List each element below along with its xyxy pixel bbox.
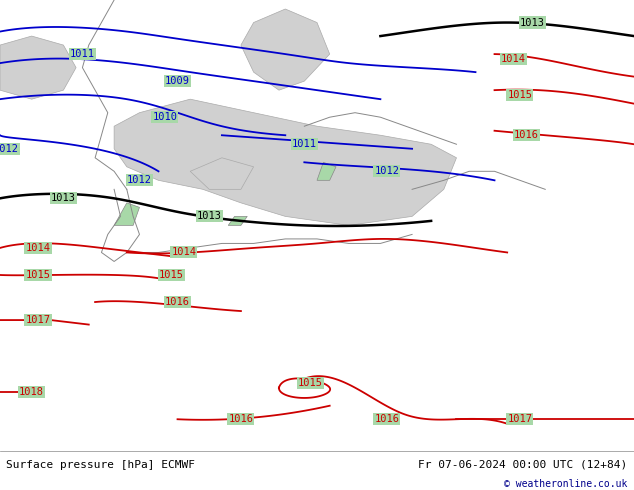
Text: 1018: 1018	[19, 387, 44, 397]
Text: 1016: 1016	[374, 414, 399, 424]
Text: Fr 07-06-2024 00:00 UTC (12+84): Fr 07-06-2024 00:00 UTC (12+84)	[418, 460, 628, 469]
Text: 1016: 1016	[514, 130, 539, 140]
Text: 1015: 1015	[507, 90, 533, 99]
Text: 1013: 1013	[520, 18, 545, 27]
Text: 1010: 1010	[152, 112, 178, 122]
Text: 1012: 1012	[374, 166, 399, 176]
Text: 1015: 1015	[158, 270, 184, 280]
Text: 1016: 1016	[165, 297, 190, 307]
Text: 1011: 1011	[70, 49, 95, 59]
Polygon shape	[241, 9, 330, 90]
Polygon shape	[114, 99, 456, 225]
Text: 1017: 1017	[507, 414, 533, 424]
Polygon shape	[0, 36, 76, 99]
Text: 1011: 1011	[292, 139, 317, 149]
Text: 1009: 1009	[165, 76, 190, 86]
Text: Surface pressure [hPa] ECMWF: Surface pressure [hPa] ECMWF	[6, 460, 195, 469]
Text: 1015: 1015	[298, 378, 323, 388]
Text: 1015: 1015	[25, 270, 51, 280]
Polygon shape	[190, 158, 254, 189]
Polygon shape	[317, 162, 336, 180]
Text: 1012: 1012	[127, 175, 152, 185]
Text: 1013: 1013	[197, 211, 222, 221]
Text: 1014: 1014	[25, 243, 51, 253]
Text: 1017: 1017	[25, 315, 51, 325]
Text: 1014: 1014	[171, 247, 197, 257]
Text: © weatheronline.co.uk: © weatheronline.co.uk	[504, 479, 628, 489]
Text: 1013: 1013	[51, 194, 76, 203]
Text: 1016: 1016	[228, 414, 254, 424]
Text: 1014: 1014	[501, 53, 526, 64]
Polygon shape	[114, 203, 139, 225]
Text: 1012: 1012	[0, 144, 19, 154]
Polygon shape	[228, 217, 247, 225]
